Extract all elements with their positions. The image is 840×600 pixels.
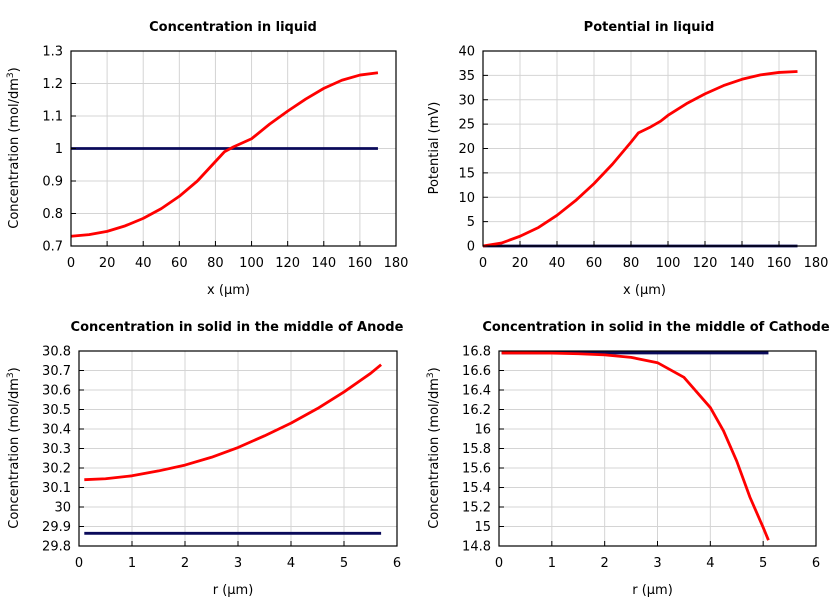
x-tick-label: 80 <box>623 256 640 271</box>
y-tick-label: 0.7 <box>42 240 63 255</box>
y-tick-label: 1.3 <box>42 45 63 60</box>
x-tick-label: 160 <box>767 256 792 271</box>
y-tick-label: 29.8 <box>42 540 71 555</box>
grid <box>482 50 817 247</box>
chart-panel-1: 0 20 40 60 80 100 120 140 160 180 0.7 0.8 0.9 1 1.1 1.2… <box>6 20 408 298</box>
y-tick-label: 5 <box>467 215 475 230</box>
y-axis-label: Concentration (mol/dm3) <box>426 367 442 529</box>
series-line-2 <box>501 351 770 541</box>
y-tick-label: 35 <box>458 69 475 84</box>
y-tick-label: 16.6 <box>462 364 491 379</box>
y-tick-label: 30.7 <box>42 364 71 379</box>
x-tick-label: 140 <box>730 256 755 271</box>
x-tick-label: 60 <box>586 256 603 271</box>
x-tick-label: 20 <box>99 256 116 271</box>
x-tick-label: 100 <box>239 256 264 271</box>
y-tick-label: 30.8 <box>42 345 71 360</box>
x-tick-label: 4 <box>287 556 295 571</box>
x-tick-label: 40 <box>549 256 566 271</box>
x-tick-label: 120 <box>275 256 300 271</box>
y-tick-label: 15 <box>474 520 491 535</box>
series-line-2 <box>84 363 382 482</box>
y-tick-label: 10 <box>458 191 475 206</box>
y-tick-label: 1.2 <box>42 77 63 92</box>
x-tick-label: 2 <box>601 556 609 571</box>
x-tick-label: 0 <box>495 556 503 571</box>
x-tick-label: 80 <box>207 256 224 271</box>
y-tick-label: 15.4 <box>462 481 491 496</box>
x-tick-label: 0 <box>479 256 487 271</box>
y-tick-label: 30 <box>54 501 71 516</box>
x-tick-label: 1 <box>128 556 136 571</box>
x-tick-label: 180 <box>804 256 829 271</box>
y-tick-label: 15.2 <box>462 501 491 516</box>
y-tick-label: 0 <box>467 240 475 255</box>
y-tick-label: 30.2 <box>42 462 71 477</box>
y-tick-label: 0.8 <box>42 207 63 222</box>
series-line-2 <box>482 70 798 248</box>
y-axis-label: Concentration (mol/dm3) <box>6 67 22 229</box>
y-tick-label: 30.3 <box>42 442 71 457</box>
x-tick-label: 4 <box>706 556 714 571</box>
chart-panel-2: 0 20 40 60 80 100 120 140 160 180 0 5 10 15 20 25 30 35 40… <box>427 20 828 298</box>
x-tick-label: 5 <box>340 556 348 571</box>
x-tick-label: 60 <box>171 256 188 271</box>
y-tick-label: 15.6 <box>462 462 491 477</box>
x-tick-label: 160 <box>347 256 372 271</box>
y-tick-label: 30.1 <box>42 481 71 496</box>
y-tick-label: 30.5 <box>42 403 71 418</box>
x-tick-label: 3 <box>234 556 242 571</box>
y-tick-label: 14.8 <box>462 540 491 555</box>
series-line-2 <box>70 71 379 238</box>
x-tick-label: 3 <box>653 556 661 571</box>
x-axis-label: x (μm) <box>623 283 666 298</box>
chart-title: Concentration in solid in the middle of … <box>71 320 404 335</box>
x-tick-label: 0 <box>75 556 83 571</box>
x-tick-label: 140 <box>311 256 336 271</box>
y-axis-label: Potential (mV) <box>427 102 442 195</box>
x-tick-label: 0 <box>67 256 75 271</box>
x-tick-label: 6 <box>393 556 401 571</box>
y-tick-label: 30 <box>458 93 475 108</box>
y-tick-label: 25 <box>458 118 475 133</box>
y-axis-label: Concentration (mol/dm3) <box>6 367 22 529</box>
y-tick-label: 16.2 <box>462 403 491 418</box>
y-tick-label: 16.8 <box>462 345 491 360</box>
x-tick-label: 6 <box>812 556 820 571</box>
y-tick-label: 30.4 <box>42 423 71 438</box>
y-tick-label: 15 <box>458 166 475 181</box>
x-tick-label: 1 <box>548 556 556 571</box>
y-tick-label: 40 <box>458 45 475 60</box>
x-tick-label: 180 <box>384 256 409 271</box>
x-tick-label: 120 <box>693 256 718 271</box>
y-tick-label: 16.4 <box>462 384 491 399</box>
y-tick-label: 15.8 <box>462 442 491 457</box>
grid <box>498 350 817 547</box>
chart-title: Potential in liquid <box>584 20 715 35</box>
x-axis-label: x (μm) <box>207 283 250 298</box>
y-tick-label: 1.1 <box>42 110 63 125</box>
x-axis-label: r (μm) <box>213 583 254 598</box>
x-tick-label: 5 <box>759 556 767 571</box>
y-tick-label: 30.6 <box>42 384 71 399</box>
x-tick-label: 40 <box>135 256 152 271</box>
chart-panel-4: 0 1 2 3 4 5 6 14.8 15 15.2 15.4 15.6 15.8 16 16.2 16.4 1… <box>426 320 830 598</box>
x-tick-label: 100 <box>656 256 681 271</box>
y-tick-label: 20 <box>458 142 475 157</box>
chart-title: Concentration in liquid <box>149 20 317 35</box>
chart-panel-3: 0 1 2 3 4 5 6 29.8 29.9 30 30.1 30.2 30.3 30.4 30.5 30.… <box>6 320 404 598</box>
y-tick-label: 16 <box>474 423 491 438</box>
x-tick-label: 20 <box>512 256 529 271</box>
x-tick-label: 2 <box>181 556 189 571</box>
chart-title: Concentration in solid in the middle of … <box>482 320 830 335</box>
y-tick-label: 0.9 <box>42 175 63 190</box>
y-tick-label: 1 <box>55 142 63 157</box>
x-axis-label: r (μm) <box>632 583 673 598</box>
y-tick-label: 29.9 <box>42 520 71 535</box>
